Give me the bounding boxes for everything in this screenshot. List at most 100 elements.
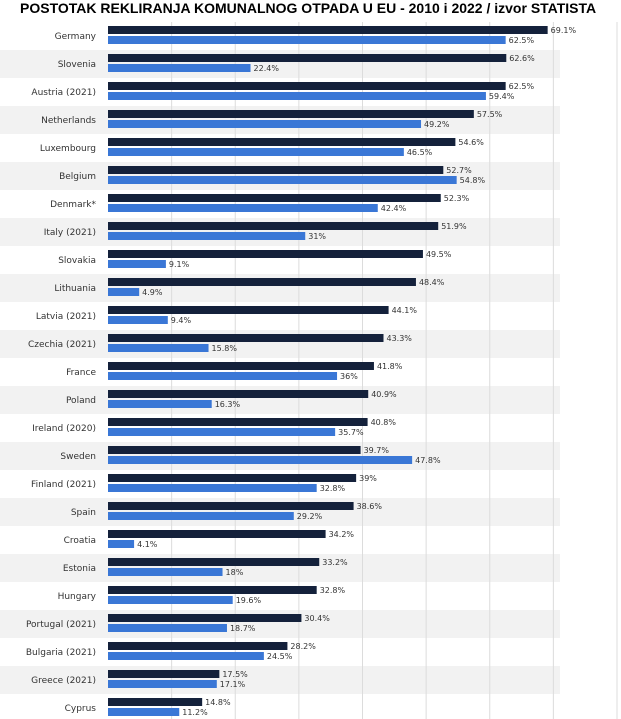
bar-series-2: [108, 260, 166, 268]
bar-series-2: [108, 624, 227, 632]
bar-series-1: [108, 670, 220, 678]
bar-series-1: [108, 474, 357, 482]
bar-series-2: [108, 372, 338, 380]
bar-group: [108, 26, 548, 716]
data-label: 16.3%: [215, 400, 241, 409]
data-label: 39.7%: [364, 446, 390, 455]
data-label: 11.2%: [182, 708, 208, 717]
data-label: 14.8%: [205, 698, 231, 707]
bar-series-2: [108, 288, 140, 296]
bar-series-2: [108, 484, 317, 492]
bar-series-2: [108, 232, 306, 240]
bar-series-1: [108, 586, 317, 594]
bar-series-1: [108, 54, 507, 62]
data-label: 33.2%: [322, 558, 348, 567]
bar-series-1: [108, 26, 548, 34]
data-label: 22.4%: [254, 64, 280, 73]
data-label: 17.5%: [222, 670, 248, 679]
data-label: 54.6%: [458, 138, 484, 147]
data-label: 46.5%: [407, 148, 433, 157]
category-label: Austria (2021): [31, 88, 96, 98]
category-label: Croatia: [64, 536, 96, 546]
data-label: 69.1%: [551, 26, 577, 35]
bar-series-2: [108, 204, 378, 212]
bar-series-1: [108, 138, 456, 146]
bar-series-1: [108, 306, 389, 314]
data-label: 30.4%: [304, 614, 330, 623]
data-label: 62.5%: [509, 82, 535, 91]
data-label: 9.4%: [171, 316, 192, 325]
data-label: 17.1%: [220, 680, 246, 689]
category-label: Hungary: [58, 592, 97, 602]
bar-series-2: [108, 64, 251, 72]
category-label: Germany: [55, 32, 97, 42]
data-label: 18%: [226, 568, 244, 577]
category-label: Sweden: [60, 452, 96, 462]
data-label: 41.8%: [377, 362, 403, 371]
data-label: 15.8%: [212, 344, 238, 353]
bar-series-1: [108, 82, 506, 90]
bar-series-2: [108, 148, 404, 156]
data-label: 36%: [340, 372, 358, 381]
bar-series-2: [108, 680, 217, 688]
bar-series-2: [108, 428, 336, 436]
bar-series-2: [108, 540, 135, 548]
data-label: 49.5%: [426, 250, 452, 259]
category-label: Ireland (2020): [32, 424, 96, 434]
data-label: 52.7%: [446, 166, 472, 175]
data-label: 44.1%: [392, 306, 418, 315]
bar-series-2: [108, 568, 223, 576]
category-label: Bulgaria (2021): [26, 648, 96, 658]
bar-series-2: [108, 92, 486, 100]
bar-series-2: [108, 176, 457, 184]
data-label: 40.9%: [371, 390, 397, 399]
data-label: 40.8%: [371, 418, 397, 427]
bar-series-2: [108, 652, 264, 660]
bar-series-1: [108, 166, 444, 174]
data-label: 31%: [308, 232, 326, 241]
row-stripe: [0, 666, 560, 694]
bar-series-1: [108, 390, 369, 398]
category-label: Portugal (2021): [26, 620, 96, 630]
bar-series-1: [108, 250, 423, 258]
category-label: Greece (2021): [31, 676, 96, 686]
data-label: 51.9%: [441, 222, 467, 231]
data-label: 59.4%: [489, 92, 515, 101]
data-label: 57.5%: [477, 110, 503, 119]
data-label: 34.2%: [329, 530, 355, 539]
category-label: Slovenia: [58, 60, 96, 70]
bar-series-1: [108, 362, 374, 370]
bar-series-2: [108, 120, 422, 128]
bar-series-2: [108, 316, 168, 324]
chart-title: POSTOTAK REKLIRANJA KOMUNALNOG OTPADA U …: [20, 0, 597, 16]
bar-series-1: [108, 194, 441, 202]
category-label: Lithuania: [54, 284, 96, 294]
bar-series-1: [108, 614, 302, 622]
category-label: Netherlands: [41, 116, 96, 126]
data-label: 32.8%: [320, 586, 346, 595]
bar-series-2: [108, 36, 506, 44]
bar-series-1: [108, 334, 384, 342]
data-label: 47.8%: [415, 456, 441, 465]
label-group: Germany 69.1% 62.5% Slovenia 62.6% 22.4% Austr…: [26, 26, 577, 717]
category-label: Estonia: [63, 564, 96, 574]
data-label: 38.6%: [357, 502, 383, 511]
category-label: France: [66, 368, 96, 378]
bar-series-2: [108, 400, 212, 408]
data-label: 52.3%: [444, 194, 470, 203]
data-label: 43.3%: [386, 334, 412, 343]
bar-series-1: [108, 222, 439, 230]
bar-series-1: [108, 530, 326, 538]
data-label: 35.7%: [338, 428, 364, 437]
data-label: 28.2%: [290, 642, 316, 651]
data-label: 4.1%: [137, 540, 158, 549]
data-label: 4.9%: [142, 288, 163, 297]
data-label: 42.4%: [381, 204, 407, 213]
category-label: Spain: [71, 508, 96, 518]
bar-series-1: [108, 418, 368, 426]
data-label: 49.2%: [424, 120, 450, 129]
bar-series-1: [108, 698, 203, 706]
bar-series-2: [108, 596, 233, 604]
category-label: Slovakia: [58, 256, 96, 266]
bar-series-1: [108, 642, 288, 650]
